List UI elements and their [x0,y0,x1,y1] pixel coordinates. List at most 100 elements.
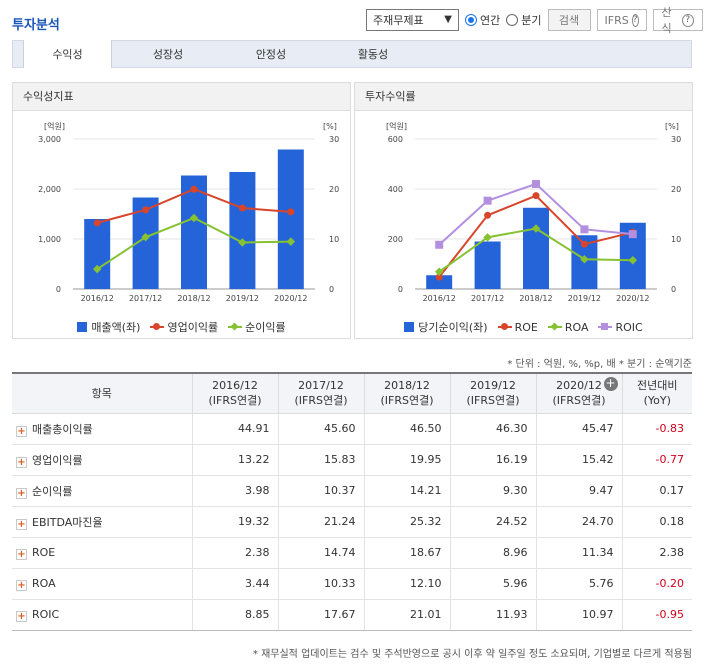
radio-annual[interactable]: 연간 [465,12,500,28]
tab-growth[interactable]: 성장성 [152,48,184,61]
radio-unchecked-icon[interactable] [506,14,519,26]
row-label: ROE [32,545,56,559]
radio-checked-icon[interactable] [465,14,477,26]
y-right-tick: 20 [329,185,339,194]
expand-plus-icon[interactable]: + [16,425,27,437]
value-cell: 24.70 [535,506,622,538]
row-label: 매출총이익률 [32,422,93,436]
header-basis: (IFRS연결) [380,394,434,408]
y-left-tick: 400 [388,185,403,194]
value-cell: 13.22 [191,444,278,476]
value-cell: 11.93 [449,599,536,631]
header-col-2018: 2018/12 (IFRS연결) [363,372,451,414]
y-left-tick: 1,000 [38,235,61,244]
profitability-chart: [억원] [%] 3,000 30 2,000 20 1,000 10 0 0 2016/12 201… [38,121,339,303]
statement-select[interactable]: 주재무제표 ▼ [366,9,459,31]
header-basis: (IFRS연결) [466,394,520,408]
tab-activity[interactable]: 활동성 [357,48,389,61]
profitability-chart-panel: 수익성지표 [억원] [%] 3,000 30 2,000 20 1,000 10 0 0 2016… [12,82,351,339]
panel-title: 수익성지표 [13,83,350,111]
row-label-cell[interactable]: + ROE [12,537,192,569]
expand-plus-icon[interactable]: + [16,518,27,530]
line-point [580,240,588,248]
legend-bar-swatch [404,322,415,332]
row-label-cell[interactable]: + EBITDA마진율 [12,506,192,538]
tab-bar: 수익성 성장성 안정성 활동성 [12,40,692,68]
table-row: + ROA 3.44 10.33 12.10 5.96 5.76 -0.20 [12,568,692,600]
line-point [434,267,444,277]
row-label-cell[interactable]: + 영업이익률 [12,444,192,476]
return-chart-panel: 투자수익률 [억원] [%] 600 30 400 20 200 10 0 0 2016/12 201… [354,82,693,339]
table-header-row: 항목 2016/12 (IFRS연결) 2017/12 (IFRS연결) 2018/… [12,372,692,414]
x-tick-label: 2018/12 [519,294,552,303]
header-basis: (IFRS연결) [208,394,262,408]
value-cell: 8.85 [191,599,278,631]
x-tick-label: 2017/12 [129,294,162,303]
tab-profitability[interactable]: 수익성 [23,40,112,68]
header-yoy-label: 전년대비 [637,379,678,393]
table-row: + 매출총이익률 44.91 45.60 46.50 46.30 45.47 -0.83 [12,413,692,445]
formula-help-button[interactable]: 산식? [652,6,703,35]
yoy-cell: 0.18 [621,506,692,538]
line-point [580,225,589,234]
y-left-tick: 200 [388,235,403,244]
y-right-unit: [%] [323,122,337,131]
expand-plus-icon[interactable]: + [16,610,27,622]
value-cell: 18.67 [363,537,450,569]
chevron-down-icon: ▼ [444,14,452,25]
value-cell: 5.96 [449,568,536,600]
header-yoy-sub: (YoY) [643,394,671,408]
expand-plus-icon[interactable]: + [16,579,27,591]
expand-plus-icon[interactable]: + [16,548,27,560]
question-icon: ? [682,13,694,27]
table-row: + ROE 2.38 14.74 18.67 8.96 11.34 2.38 [12,537,692,569]
legend-label: ROE [514,320,538,334]
value-cell: 45.47 [535,413,622,445]
chart-legend: 당기순이익(좌) ROE ROA ROIC [355,319,692,335]
y-right-tick: 0 [329,285,334,294]
expand-plus-icon[interactable]: + [16,456,27,468]
line-point [484,211,492,219]
add-column-icon[interactable]: + [603,376,618,391]
ifrs-help-button[interactable]: IFRS? [596,9,647,31]
header-col-2020: 2020/12 (IFRS연결) + [535,372,623,414]
radio-quarter[interactable]: 분기 [506,12,542,28]
header-year: 2020/12 [556,379,602,393]
row-label-cell[interactable]: + 매출총이익률 [12,413,192,445]
line-point [93,219,101,227]
line-point [483,233,492,242]
row-label: EBITDA마진율 [32,515,103,529]
panel-title: 투자수익률 [355,83,692,111]
yoy-cell: -0.95 [621,599,692,631]
line-point [238,238,247,247]
line-point [142,206,150,214]
x-tick-label: 2019/12 [226,294,259,303]
legend-marker [500,323,508,330]
search-button[interactable]: 검색 [547,9,591,31]
bar [474,241,501,289]
x-tick-label: 2020/12 [616,294,649,303]
row-label-cell[interactable]: + 순이익률 [12,475,192,507]
tab-stability[interactable]: 안정성 [255,48,287,61]
value-cell: 46.50 [363,413,450,445]
line-point [189,213,199,223]
y-right-tick: 10 [671,235,681,244]
header-year: 2016/12 [212,379,258,393]
row-label-cell[interactable]: + ROA [12,568,192,600]
yoy-cell: -0.20 [621,568,692,600]
header-year: 2017/12 [298,379,344,393]
row-label-cell[interactable]: + ROIC [12,599,192,631]
legend-marker [153,323,161,330]
y-left-tick: 600 [388,135,403,144]
legend-line-swatch [547,322,562,331]
row-label: ROA [32,576,56,590]
line-point [532,179,540,188]
bar [229,172,256,289]
legend-line-swatch [150,323,165,330]
yoy-cell: 2.38 [621,537,692,569]
legend-label: 매출액(좌) [91,321,141,334]
legend-item: 당기순이익(좌) [404,319,488,335]
bar [277,149,304,289]
legend-label: ROA [564,320,589,334]
expand-plus-icon[interactable]: + [16,487,27,499]
